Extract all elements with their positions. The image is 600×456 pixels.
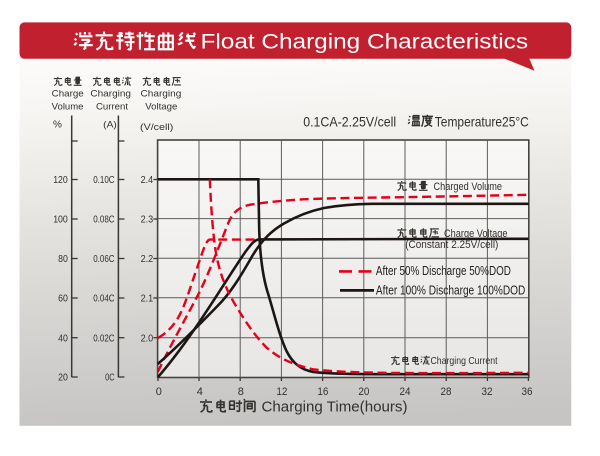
svg-text:36: 36 [522,386,533,398]
svg-text:2.1: 2.1 [141,294,154,305]
svg-text:Voltage: Voltage [145,100,177,111]
svg-text:0C: 0C [105,373,115,384]
svg-text:0.1CA-2.25V/cell: 0.1CA-2.25V/cell [303,114,396,130]
svg-text:28: 28 [441,386,452,398]
svg-text:24: 24 [400,386,411,398]
svg-text:Volume: Volume [52,100,84,111]
svg-text:0.02C: 0.02C [93,333,114,344]
svg-text:60: 60 [58,294,68,305]
svg-text:Current: Current [96,100,128,111]
svg-text:120: 120 [53,175,68,186]
svg-text:12: 12 [276,386,287,398]
svg-text:2.2: 2.2 [141,254,154,265]
svg-text:Charge Voltage: Charge Voltage [444,228,508,240]
svg-text:2.4: 2.4 [141,175,154,186]
svg-text:100: 100 [53,215,68,226]
svg-text:2.0: 2.0 [141,333,154,344]
svg-text:4: 4 [197,386,203,398]
svg-text:After 100% Discharge 100%DOD: After 100% Discharge 100%DOD [376,283,525,297]
svg-text:40: 40 [58,333,68,344]
svg-text:Temperature25°C: Temperature25°C [435,114,529,130]
svg-text:0.08C: 0.08C [93,215,114,226]
svg-text:0: 0 [156,386,162,398]
svg-text:(V/cell): (V/cell) [140,121,173,132]
svg-text:2.3: 2.3 [141,215,154,226]
svg-text:0.06C: 0.06C [93,254,114,265]
svg-text:Charged Volume: Charged Volume [434,181,503,193]
svg-text:0.04C: 0.04C [93,294,114,305]
svg-text:Float Charging Characteristics: Float Charging Characteristics [201,29,529,53]
svg-text:80: 80 [58,254,68,265]
svg-text:After 50% Discharge 50%DOD: After 50% Discharge 50%DOD [376,264,511,278]
svg-text:20: 20 [358,386,369,398]
svg-text:(A): (A) [103,119,117,130]
svg-text:(Constant 2.25V/cell): (Constant 2.25V/cell) [405,239,498,251]
svg-text:Charging Current: Charging Current [431,356,498,367]
svg-text:16: 16 [317,386,328,398]
svg-text:32: 32 [482,386,493,398]
svg-text:0.10C: 0.10C [93,175,114,186]
svg-text:Charging: Charging [141,88,182,99]
svg-text:Charging: Charging [90,88,131,99]
svg-text:8: 8 [238,386,244,398]
svg-text:Charge: Charge [52,88,84,99]
svg-text:20: 20 [58,373,68,384]
svg-text:%: % [53,120,62,131]
svg-text:Charging Time(hours): Charging Time(hours) [262,399,408,415]
